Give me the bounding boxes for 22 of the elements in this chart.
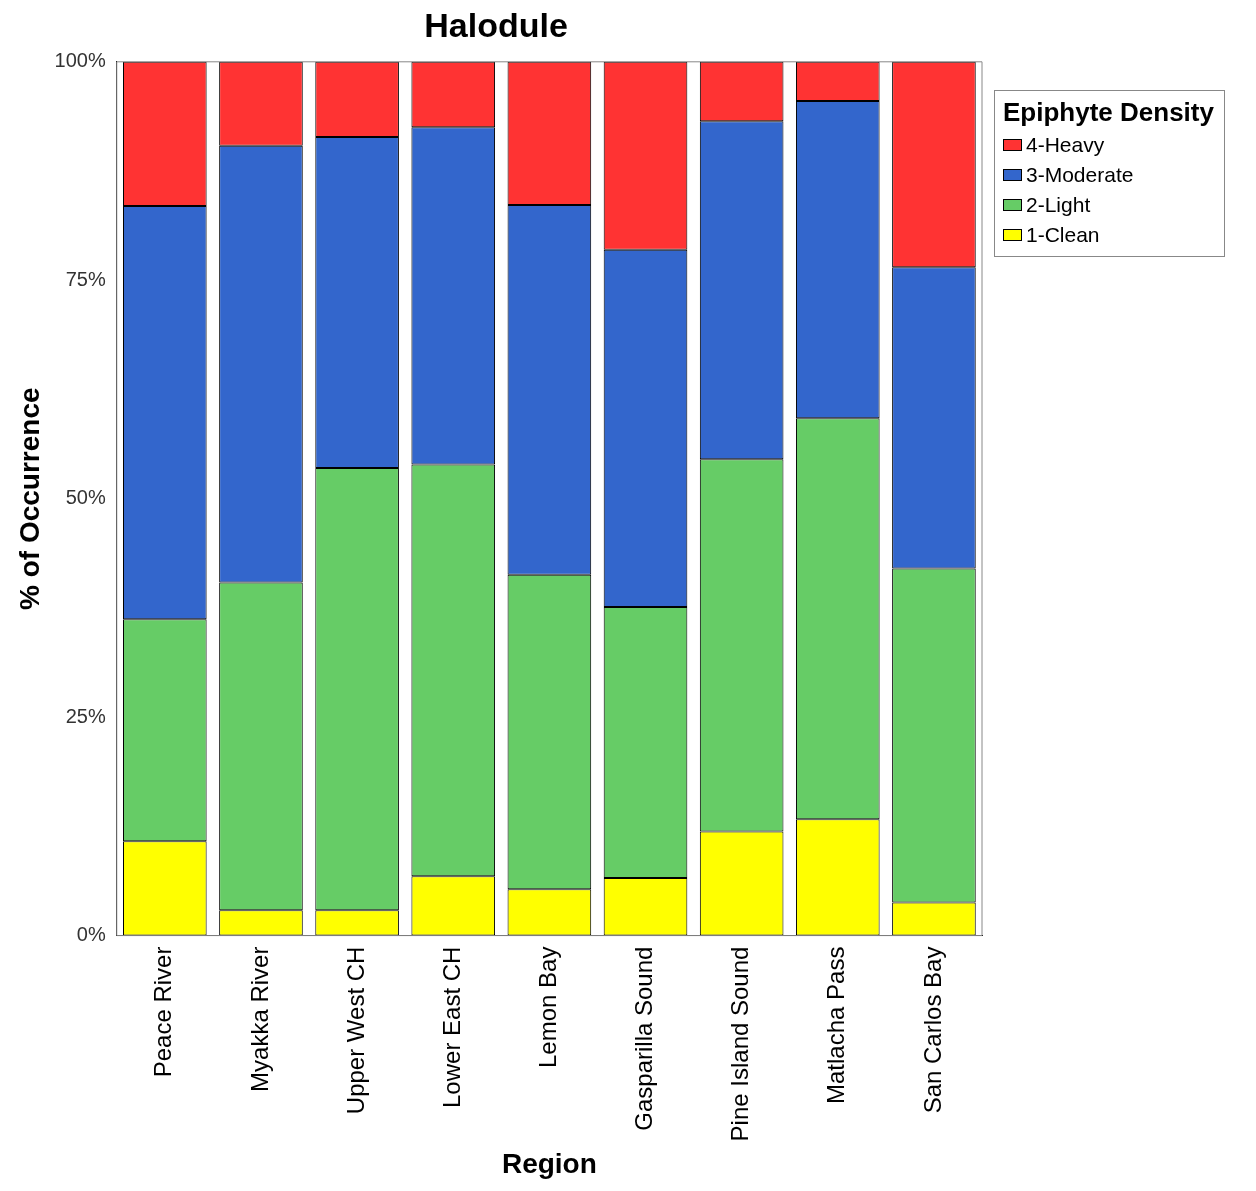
x-tick-label: Lower East CH: [437, 946, 465, 1108]
y-tick-label: 25%: [65, 704, 106, 727]
y-tick-label: 50%: [65, 486, 106, 509]
x-tick-label: Lemon Bay: [534, 946, 561, 1068]
x-tick-label: Myakka River: [245, 946, 273, 1092]
y-tick-label: 0%: [76, 923, 106, 946]
legend-title: Epiphyte Density: [1003, 97, 1214, 128]
y-axis-title: % of Occurrence: [13, 387, 45, 610]
y-tick-label: 75%: [65, 267, 106, 290]
x-tick-label: Peace River: [149, 946, 177, 1078]
x-axis-title: Region: [501, 1147, 597, 1179]
chart-title: Halodule: [424, 5, 568, 44]
y-tick-label: 100%: [54, 49, 106, 72]
x-tick-label: Gasparilla Sound: [630, 946, 658, 1131]
x-tick-label: Pine Island Sound: [726, 946, 754, 1142]
x-tick-label: San Carlos Bay: [918, 946, 946, 1114]
legend-label: 4-Heavy: [1026, 132, 1105, 158]
legend-label: 1-Clean: [1026, 222, 1100, 248]
text: 3-Moderate: [1026, 162, 1134, 188]
legend-label: 2-Light: [1026, 192, 1091, 218]
x-tick-label: Matlacha Pass: [822, 946, 850, 1104]
x-tick-label: Upper West CH: [341, 946, 369, 1115]
